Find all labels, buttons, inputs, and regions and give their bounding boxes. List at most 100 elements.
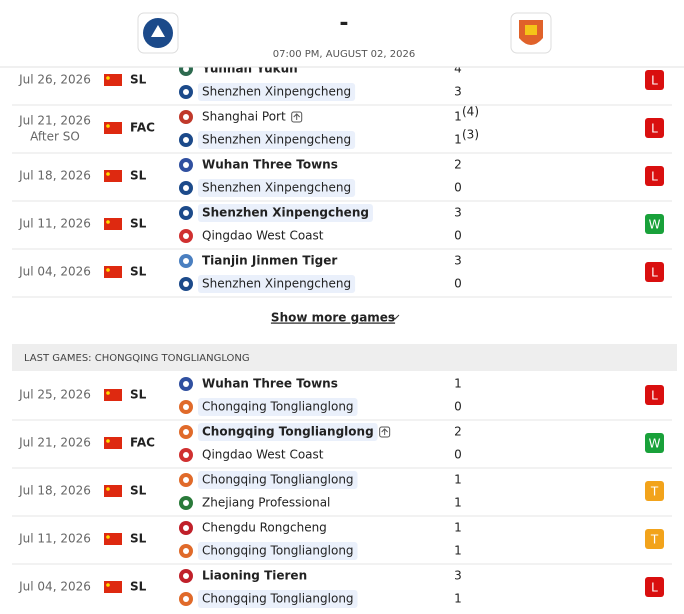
penalty-score: (4): [462, 105, 479, 119]
team-highlight: [198, 275, 356, 293]
match-date: Jul 11, 2026: [18, 217, 91, 231]
header-bg: [0, 0, 684, 67]
team-logo-inner: [183, 381, 189, 387]
team-logo-inner: [183, 596, 189, 602]
flag: [104, 533, 122, 545]
away-logo-mark: [525, 25, 537, 35]
promoted-icon: [291, 111, 303, 123]
score: 1: [454, 110, 462, 124]
section-heading: LAST GAMES: CHONGQING TONGLIANGLONG: [24, 353, 250, 364]
team-name: Chongqing Tonglianglong: [202, 400, 354, 414]
flag: [104, 218, 122, 230]
flag-star: [106, 172, 110, 176]
match-row[interactable]: Jul 11, 2026 SL Shenzhen Xinpengcheng 3 Qing…: [12, 204, 672, 250]
team-logo-inner: [183, 137, 189, 143]
flag: [104, 266, 122, 278]
flag-star: [106, 583, 110, 587]
score: 3: [454, 569, 462, 583]
match-date: Jul 26, 2026: [18, 73, 91, 87]
match-date: Jul 11, 2026: [18, 532, 91, 546]
match-row[interactable]: Jul 04, 2026 SL Liaoning Tieren 3 Chongqing …: [18, 569, 664, 609]
match-date: Jul 18, 2026: [18, 169, 91, 183]
score: 1: [454, 133, 462, 147]
team-highlight: [198, 590, 358, 608]
team-name: Shenzhen Xinpengcheng: [202, 277, 351, 291]
match-row[interactable]: Jul 04, 2026 SL Tianjin Jinmen Tiger 3 Shenz…: [12, 254, 672, 298]
result-badge: [645, 433, 664, 453]
team-name: Chongqing Tonglianglong: [202, 425, 374, 439]
team-logo-inner: [183, 477, 189, 483]
flag: [104, 581, 122, 593]
flag-star: [106, 391, 110, 395]
match-row[interactable]: Jul 25, 2026 SL Wuhan Three Towns 1 Chongqin…: [12, 377, 672, 421]
team-name: Liaoning Tieren: [202, 569, 307, 583]
competition: SL: [130, 169, 147, 183]
team-name: Chongqing Tonglianglong: [202, 592, 354, 606]
flag: [104, 389, 122, 401]
flag: [104, 74, 122, 86]
team-logo-inner: [183, 404, 189, 410]
result-badge: [645, 262, 664, 282]
score: 1: [454, 496, 462, 510]
team-highlight: [198, 204, 373, 222]
competition: SL: [130, 217, 147, 231]
competition: SL: [130, 73, 147, 87]
team-logo-inner: [183, 429, 189, 435]
result-badge: [645, 385, 664, 405]
team-name: Shenzhen Xinpengcheng: [202, 133, 351, 147]
score: 1: [454, 592, 462, 606]
match-row[interactable]: Jul 11, 2026 SL Chengdu Rongcheng 1 Chongqin…: [12, 521, 672, 565]
team-name: Shanghai Port: [202, 110, 286, 124]
team-logo-inner: [183, 548, 189, 554]
match-row[interactable]: Jul 18, 2026 SL Wuhan Three Towns 2 Shenzhen…: [12, 158, 672, 202]
result-letter: T: [650, 533, 659, 547]
score: 0: [454, 400, 462, 414]
team-highlight: [198, 179, 356, 197]
team-name: Chongqing Tonglianglong: [202, 473, 354, 487]
team-name: Shenzhen Xinpengcheng: [202, 181, 351, 195]
team-highlight: [198, 423, 378, 441]
team-highlight: [198, 471, 358, 489]
result-badge: [645, 214, 664, 234]
result-badge: [645, 166, 664, 186]
score: 0: [454, 277, 462, 291]
match-date: Jul 04, 2026: [18, 265, 91, 279]
show-more[interactable]: Show more games: [271, 311, 395, 325]
score: 1: [454, 377, 462, 391]
team-logo-inner: [183, 281, 189, 287]
match-row[interactable]: Jul 21, 2026 FAC Chongqing Tonglianglong 2 Q…: [12, 423, 672, 469]
team-highlight: [198, 542, 358, 560]
result-badge: [645, 70, 664, 90]
flag: [104, 485, 122, 497]
result-badge: [645, 577, 664, 597]
team-logo-inner: [183, 500, 189, 506]
result-badge: [645, 118, 664, 138]
competition: SL: [130, 265, 147, 279]
team-name: Wuhan Three Towns: [202, 158, 338, 172]
team-logo-inner: [183, 89, 189, 95]
result-letter: L: [651, 581, 658, 595]
match-row[interactable]: Jul 18, 2026 SL Chongqing Tonglianglong 1 Zh…: [12, 471, 672, 517]
penalty-score: (3): [462, 128, 479, 142]
match-date: Jul 21, 2026: [18, 436, 91, 450]
flag-star: [106, 76, 110, 80]
result-badge: [645, 529, 664, 549]
flag-star: [106, 220, 110, 224]
score: 1: [454, 521, 462, 535]
score: 4: [454, 62, 462, 76]
team-logo-inner: [183, 114, 189, 120]
team-highlight: [198, 83, 356, 101]
chevron[interactable]: [390, 314, 400, 320]
team-name: Qingdao West Coast: [202, 448, 324, 462]
team-highlight: [198, 398, 358, 416]
match-date: Jul 18, 2026: [18, 484, 91, 498]
match-row[interactable]: Jul 21, 2026 After SO FAC Shanghai Port 1 (4)…: [12, 105, 672, 154]
result-letter: T: [650, 485, 659, 499]
team-highlight: [198, 131, 356, 149]
flag-star: [106, 535, 110, 539]
competition: SL: [130, 484, 147, 498]
result-letter: L: [651, 122, 658, 136]
